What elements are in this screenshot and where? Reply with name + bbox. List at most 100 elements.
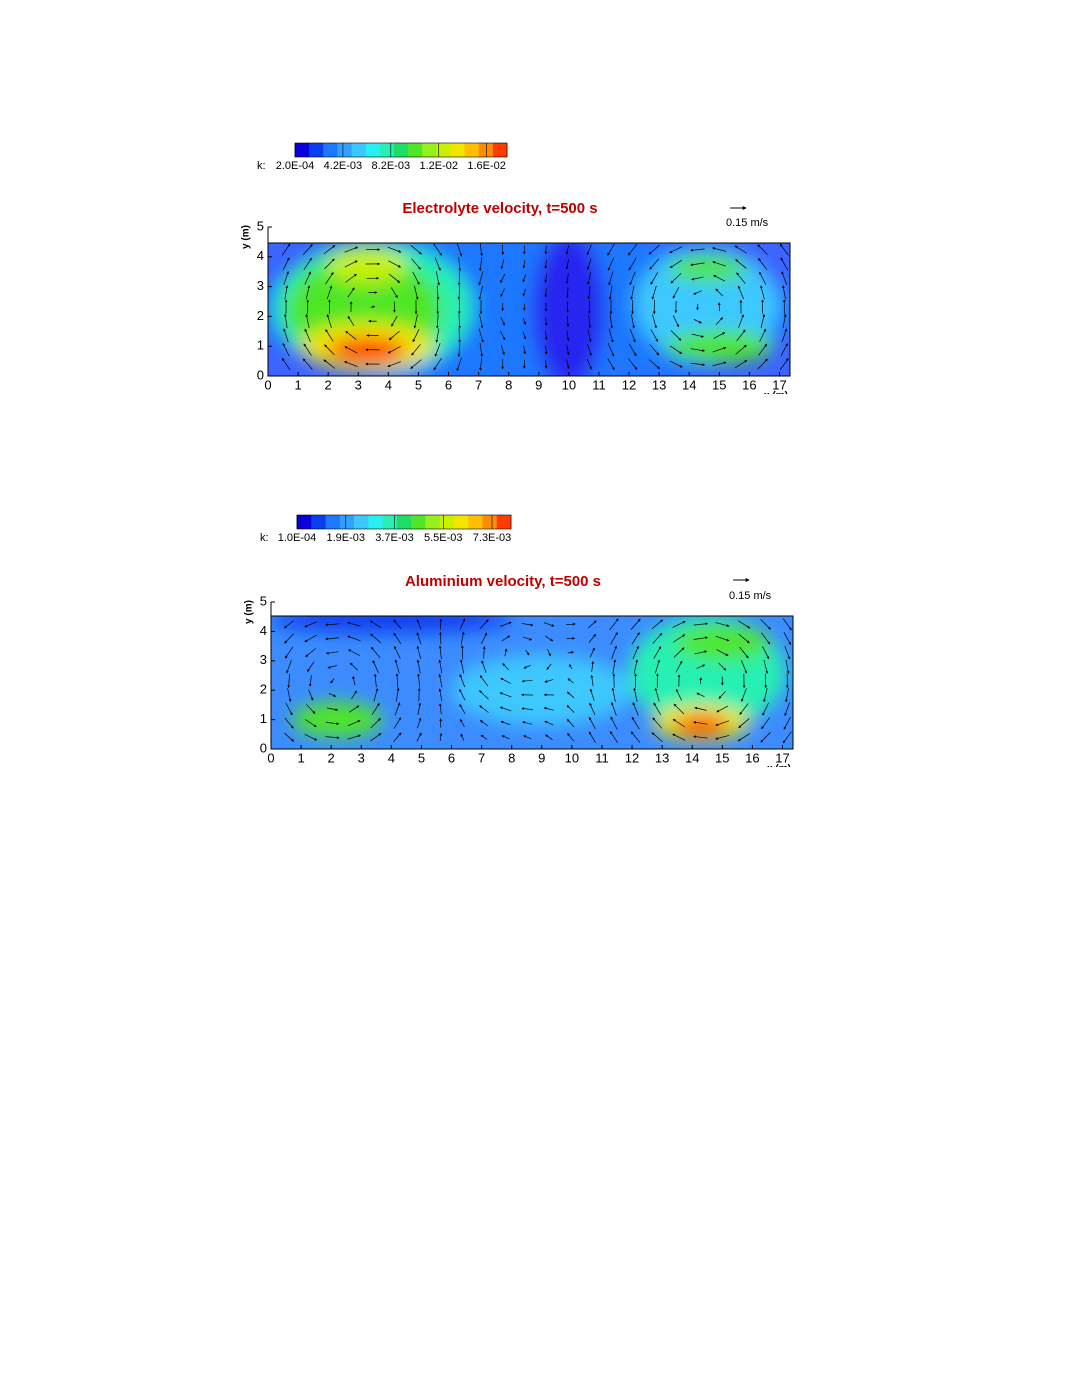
y-tick-label: 0 bbox=[257, 367, 264, 382]
x-tick-label: 11 bbox=[595, 750, 609, 765]
x-tick-label: 7 bbox=[478, 750, 485, 765]
colorbar-swatch bbox=[366, 143, 381, 157]
x-tick-label: 12 bbox=[625, 750, 639, 765]
colorbar-swatch bbox=[295, 143, 310, 157]
x-tick-label: 14 bbox=[685, 750, 699, 765]
x-tick-label: 1 bbox=[297, 750, 304, 765]
colorbar-swatch bbox=[422, 143, 437, 157]
x-tick-label: 0 bbox=[267, 750, 274, 765]
colorbar-swatch bbox=[297, 515, 312, 529]
colorbar-swatch bbox=[397, 515, 412, 529]
x-tick-label: 2 bbox=[328, 750, 335, 765]
x-tick-label: 16 bbox=[745, 750, 759, 765]
y-tick-label: 1 bbox=[260, 711, 267, 726]
colorbar-tick-label: 3.7E-03 bbox=[375, 532, 414, 544]
x-tick-label: 5 bbox=[418, 750, 425, 765]
colorbar-prefix: k: bbox=[257, 160, 266, 172]
colorbar-swatch bbox=[450, 143, 465, 157]
colorbar-swatch bbox=[482, 515, 497, 529]
colorbar-swatch bbox=[383, 515, 398, 529]
colorbar-swatch bbox=[323, 143, 338, 157]
field-region bbox=[533, 233, 605, 388]
colorbar-tick-label: 1.9E-03 bbox=[326, 532, 365, 544]
x-tick-label: 7 bbox=[475, 377, 482, 392]
x-tick-label: 3 bbox=[355, 377, 362, 392]
colorbar-swatch bbox=[497, 515, 512, 529]
colorbar-swatch bbox=[326, 515, 341, 529]
colorbar-tick-label: 2.0E-04 bbox=[276, 160, 315, 172]
colorbar-swatch bbox=[454, 515, 469, 529]
x-tick-label: 14 bbox=[682, 377, 696, 392]
x-tick-label: 9 bbox=[535, 377, 542, 392]
y-tick-label: 4 bbox=[257, 248, 264, 263]
field-region bbox=[328, 337, 406, 364]
x-tick-label: 10 bbox=[562, 377, 576, 392]
x-tick-label: 12 bbox=[622, 377, 636, 392]
y-tick-label: 1 bbox=[257, 338, 264, 353]
colorbar-prefix: k: bbox=[260, 532, 269, 544]
colorbar-swatch bbox=[394, 143, 409, 157]
x-tick-label: 8 bbox=[508, 750, 515, 765]
y-tick-label: 3 bbox=[257, 278, 264, 293]
chart-title: Electrolyte velocity, t=500 s bbox=[402, 200, 597, 217]
colorbar-tick-label: 8.2E-03 bbox=[372, 160, 411, 172]
colorbar-swatch bbox=[479, 143, 494, 157]
colorbar-swatch bbox=[493, 143, 508, 157]
x-tick-label: 11 bbox=[592, 377, 606, 392]
x-tick-label: 2 bbox=[325, 377, 332, 392]
colorbar-tick-label: 1.2E-02 bbox=[419, 160, 458, 172]
x-tick-label: 4 bbox=[385, 377, 392, 392]
contour-field bbox=[253, 233, 795, 388]
colorbar-swatch bbox=[468, 515, 483, 529]
reference-arrow-label: 0.15 m/s bbox=[726, 217, 769, 229]
y-tick-label: 5 bbox=[257, 218, 264, 233]
y-axis-label: y (m) bbox=[244, 600, 255, 624]
field-region bbox=[674, 626, 770, 661]
colorbar-swatch bbox=[311, 515, 326, 529]
colorbar-swatch bbox=[368, 515, 383, 529]
x-axis-label: x (m) bbox=[767, 764, 791, 775]
y-tick-label: 2 bbox=[260, 682, 267, 697]
y-tick-label: 0 bbox=[260, 740, 267, 755]
field-region bbox=[271, 606, 512, 632]
colorbar-tick-label: 1.6E-02 bbox=[467, 160, 506, 172]
colorbar-swatch bbox=[354, 515, 369, 529]
contour-field bbox=[271, 606, 793, 749]
colorbar-swatch bbox=[425, 515, 440, 529]
x-tick-label: 4 bbox=[388, 750, 395, 765]
y-tick-label: 2 bbox=[257, 308, 264, 323]
x-tick-label: 16 bbox=[742, 377, 756, 392]
x-tick-label: 15 bbox=[712, 377, 726, 392]
colorbar-swatch bbox=[411, 515, 426, 529]
x-tick-label: 13 bbox=[655, 750, 669, 765]
y-tick-label: 5 bbox=[260, 593, 267, 608]
y-axis-label: y (m) bbox=[241, 225, 252, 249]
y-tick-label: 4 bbox=[260, 623, 267, 638]
x-tick-label: 3 bbox=[358, 750, 365, 765]
chart-title: Aluminium velocity, t=500 s bbox=[405, 573, 601, 590]
x-tick-label: 6 bbox=[448, 750, 455, 765]
colorbar-swatch bbox=[337, 143, 352, 157]
x-tick-label: 15 bbox=[715, 750, 729, 765]
x-tick-label: 6 bbox=[445, 377, 452, 392]
x-tick-label: 5 bbox=[415, 377, 422, 392]
x-tick-label: 0 bbox=[264, 377, 271, 392]
field-region bbox=[668, 255, 746, 282]
y-tick-label: 3 bbox=[260, 652, 267, 667]
x-tick-label: 10 bbox=[565, 750, 579, 765]
field-region bbox=[452, 655, 633, 726]
colorbar-tick-label: 1.0E-04 bbox=[278, 532, 317, 544]
colorbar-tick-label: 4.2E-03 bbox=[324, 160, 363, 172]
field-blobs bbox=[253, 233, 795, 388]
colorbar-swatch bbox=[352, 143, 367, 157]
x-tick-label: 13 bbox=[652, 377, 666, 392]
x-tick-label: 1 bbox=[294, 377, 301, 392]
colorbar-tick-label: 5.5E-03 bbox=[424, 532, 463, 544]
x-axis-label: x (m) bbox=[764, 391, 788, 402]
colorbar-swatch bbox=[408, 143, 423, 157]
reference-arrow-label: 0.15 m/s bbox=[729, 590, 772, 602]
colorbar-tick-label: 7.3E-03 bbox=[473, 532, 512, 544]
x-tick-label: 9 bbox=[538, 750, 545, 765]
x-tick-label: 8 bbox=[505, 377, 512, 392]
